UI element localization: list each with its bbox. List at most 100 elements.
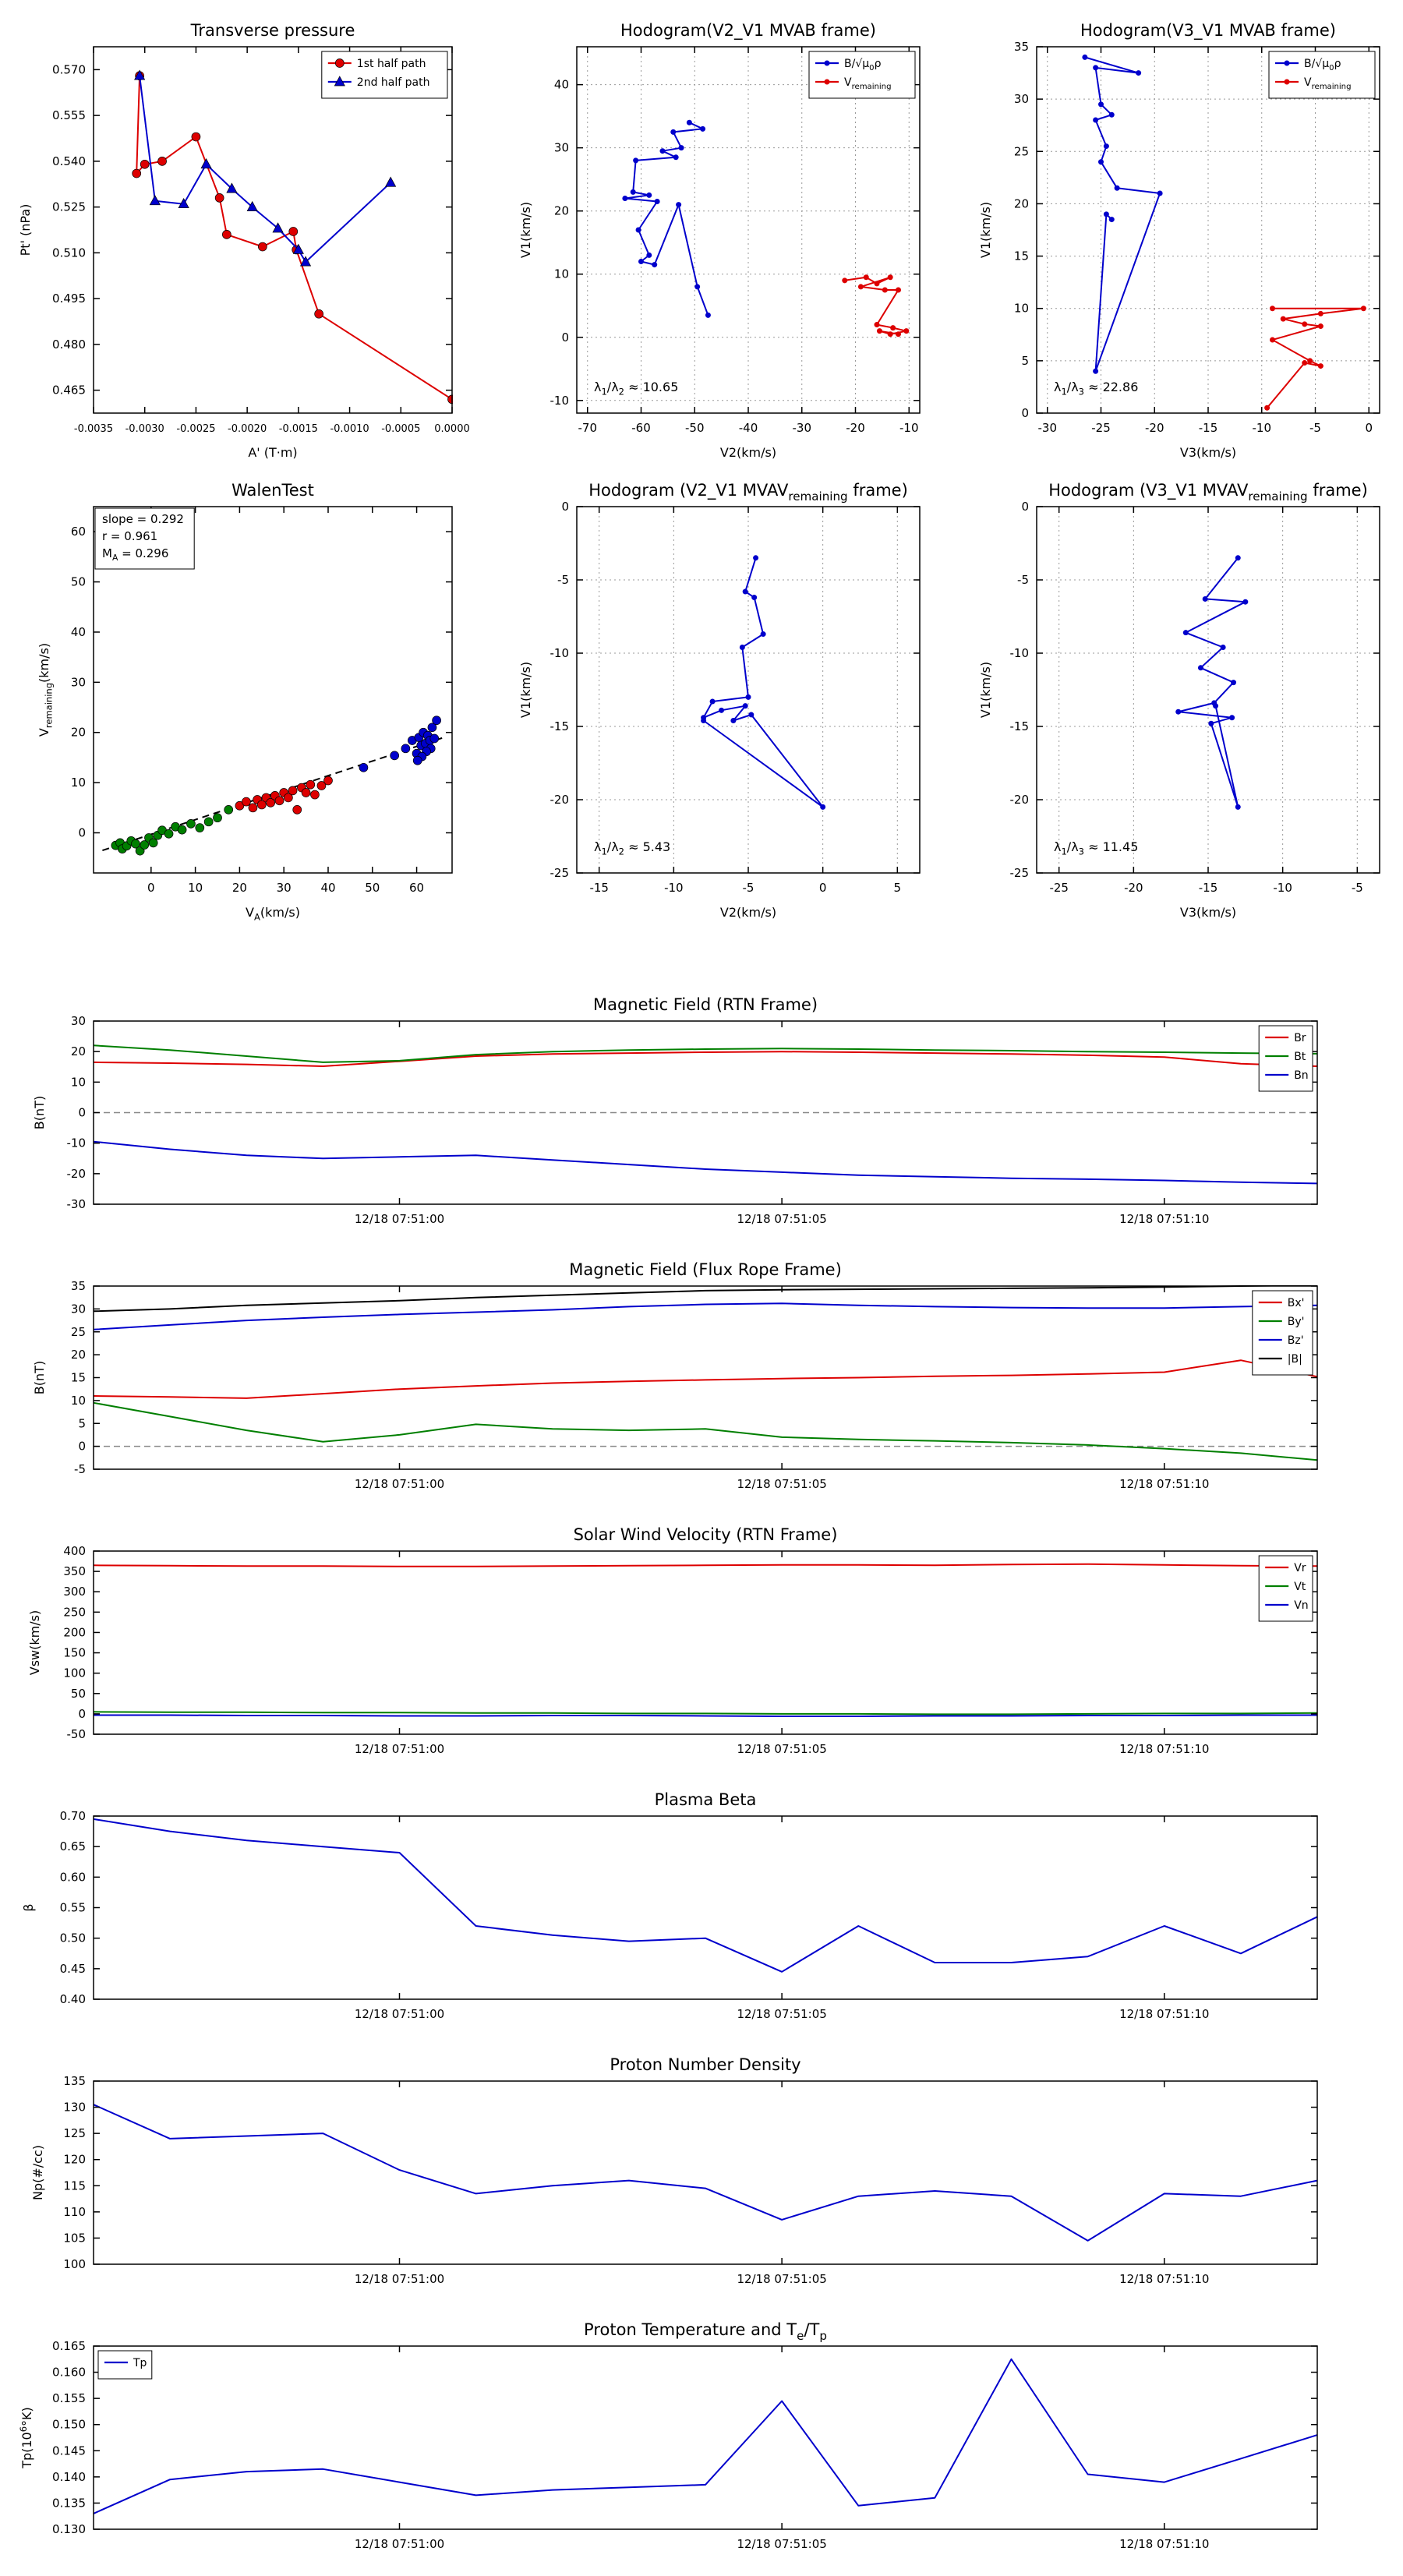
svg-text:-30: -30: [793, 421, 812, 435]
svg-text:0: 0: [1365, 421, 1373, 435]
svg-text:0.135: 0.135: [52, 2496, 86, 2510]
svg-text:0: 0: [1021, 500, 1029, 514]
svg-text:12/18 07:51:05: 12/18 07:51:05: [737, 1212, 826, 1226]
svg-text:0: 0: [561, 330, 569, 345]
svg-text:-0.0010: -0.0010: [330, 423, 369, 435]
svg-text:30: 30: [277, 881, 292, 895]
svg-text:-25: -25: [1010, 866, 1030, 880]
svg-text:0.480: 0.480: [52, 337, 86, 352]
svg-text:B(nT): B(nT): [32, 1361, 47, 1394]
hodogram-v2v1-mvab-legend: B/√μ0ρ Vremaining: [808, 51, 916, 99]
svg-text:-10: -10: [899, 421, 919, 435]
svg-text:35: 35: [1014, 40, 1029, 54]
svg-text:0.155: 0.155: [52, 2391, 86, 2405]
svg-text:12/18 07:51:10: 12/18 07:51:10: [1119, 1212, 1209, 1226]
svg-text:105: 105: [63, 2231, 86, 2245]
transverse-pressure-legend: 1st half path 2nd half path: [321, 51, 448, 99]
svg-text:Vremaining: Vremaining: [844, 76, 891, 91]
svg-text:B/√μ0ρ: B/√μ0ρ: [1304, 58, 1341, 72]
svg-text:40: 40: [554, 78, 569, 92]
svg-text:2nd half path: 2nd half path: [357, 76, 430, 89]
svg-text:Vsw(km/s): Vsw(km/s): [27, 1610, 42, 1675]
svg-text:-15: -15: [1199, 881, 1218, 895]
svg-text:20: 20: [232, 881, 247, 895]
svg-text:Vremaining: Vremaining: [1304, 76, 1351, 91]
svg-text:-5: -5: [1352, 881, 1363, 895]
svg-text:10: 10: [71, 1394, 86, 1408]
hodogram-v3v1-mvav-plot: -25 -20 -15 -10 -5 -25 -20 -15 -10 -5 0 Hodogram (V…: [978, 481, 1380, 920]
svg-text:0.495: 0.495: [52, 292, 86, 306]
svg-text:30: 30: [554, 141, 569, 155]
svg-text:12/18 07:51:00: 12/18 07:51:00: [355, 2272, 444, 2286]
svg-text:-25: -25: [1049, 881, 1069, 895]
magnetic-field-fluxrope-series: [93, 1285, 1318, 1461]
svg-text:0.150: 0.150: [52, 2418, 86, 2432]
svg-text:10: 10: [554, 267, 569, 281]
svg-text:100: 100: [63, 2257, 86, 2271]
svg-text:100: 100: [63, 1666, 86, 1680]
solar-wind-velocity-title: Solar Wind Velocity (RTN Frame): [574, 1525, 838, 1544]
svg-text:-20: -20: [67, 1167, 87, 1181]
svg-text:Vt: Vt: [1294, 1581, 1306, 1593]
proton-number-density-title: Proton Number Density: [610, 2055, 800, 2074]
svg-text:0.165: 0.165: [52, 2339, 86, 2353]
svg-text:200: 200: [63, 1625, 86, 1639]
magnetic-field-rtn-title: Magnetic Field (RTN Frame): [593, 995, 818, 1014]
svg-text:25: 25: [1014, 144, 1029, 158]
svg-text:30: 30: [71, 1302, 86, 1316]
svg-text:-25: -25: [1091, 421, 1111, 435]
svg-text:|B|: |B|: [1288, 1353, 1302, 1366]
svg-text:0.0000: 0.0000: [434, 423, 470, 435]
svg-text:V1(km/s): V1(km/s): [518, 202, 533, 258]
svg-text:Br: Br: [1294, 1032, 1306, 1044]
hodogram-v2v1-mvab-series: [622, 119, 910, 337]
svg-text:-20: -20: [1145, 421, 1164, 435]
hodogram-v3v1-mvab-plot: -30 -25 -20 -15 -10 -5 0 0 5 10 15 20 25 30 35 Hodogram…: [978, 21, 1380, 460]
svg-text:-15: -15: [589, 881, 609, 895]
hodogram-v2v1-mvav-plot: -15 -10 -5 0 5 -25 -20 -15 -10 -5 0 Hodogram (V2_V1…: [518, 481, 921, 920]
svg-text:-10: -10: [664, 881, 684, 895]
svg-text:-10: -10: [67, 1136, 87, 1150]
svg-text:-5: -5: [1309, 421, 1321, 435]
svg-text:slope = 0.292: slope = 0.292: [102, 512, 184, 526]
svg-text:V1(km/s): V1(km/s): [978, 202, 993, 258]
svg-text:-0.0015: -0.0015: [279, 423, 318, 435]
svg-text:5: 5: [1021, 354, 1029, 368]
svg-text:300: 300: [63, 1585, 86, 1599]
svg-text:-20: -20: [550, 793, 570, 807]
svg-text:0.160: 0.160: [52, 2366, 86, 2380]
svg-text:A' (T·m): A' (T·m): [248, 445, 297, 460]
walen-test-series: [102, 716, 444, 856]
svg-text:-5: -5: [1017, 573, 1029, 587]
svg-text:-15: -15: [1010, 719, 1030, 733]
svg-text:V2(km/s): V2(km/s): [720, 905, 776, 920]
svg-text:12/18 07:51:05: 12/18 07:51:05: [737, 1742, 826, 1756]
walen-test-title: WalenTest: [231, 481, 314, 500]
hodogram-v2v1-mvab-title: Hodogram(V2_V1 MVAB frame): [620, 21, 876, 41]
svg-text:20: 20: [1014, 196, 1029, 210]
hodogram-v3v1-mvab-annotation: λ1/λ3 ≈ 22.86: [1054, 380, 1138, 397]
svg-text:-15: -15: [1199, 421, 1218, 435]
svg-text:MA = 0.296: MA = 0.296: [102, 546, 168, 563]
svg-text:Np(#/cc): Np(#/cc): [30, 2145, 45, 2200]
svg-text:Bt: Bt: [1294, 1051, 1306, 1063]
svg-text:0.510: 0.510: [52, 246, 86, 260]
svg-text:Vn: Vn: [1294, 1599, 1308, 1612]
svg-text:12/18 07:51:10: 12/18 07:51:10: [1119, 1742, 1209, 1756]
svg-text:120: 120: [63, 2153, 86, 2167]
svg-text:-0.0005: -0.0005: [381, 423, 420, 435]
svg-text:-0.0025: -0.0025: [176, 423, 215, 435]
svg-text:V3(km/s): V3(km/s): [1180, 905, 1236, 920]
svg-text:0.570: 0.570: [52, 62, 86, 76]
svg-text:By': By': [1288, 1316, 1305, 1328]
svg-text:15: 15: [1014, 249, 1029, 263]
svg-text:-10: -10: [550, 646, 570, 660]
svg-text:30: 30: [71, 675, 86, 689]
svg-text:0: 0: [78, 1106, 86, 1120]
plasma-beta-series: [93, 1818, 1318, 1973]
svg-text:-10: -10: [550, 394, 570, 408]
svg-text:-70: -70: [578, 421, 598, 435]
svg-text:5: 5: [78, 1416, 86, 1430]
svg-text:0.130: 0.130: [52, 2522, 86, 2536]
